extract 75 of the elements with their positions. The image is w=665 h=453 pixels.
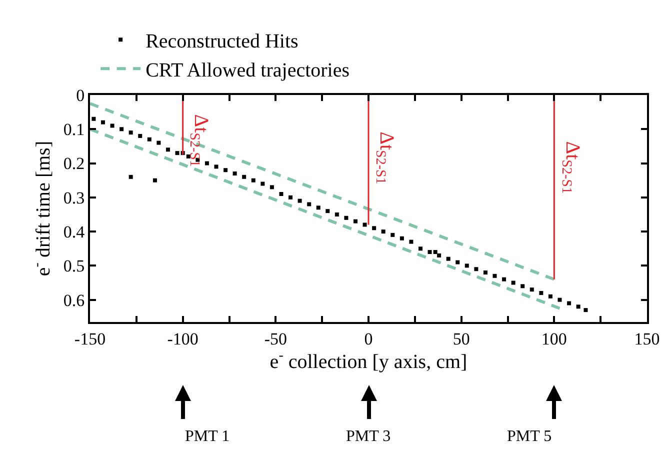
- text: PMT 5: [507, 428, 552, 445]
- point: [232, 172, 237, 176]
- point: [344, 216, 348, 220]
- point: [567, 301, 572, 306]
- point: [390, 232, 395, 237]
- x-tick-label: -150: [74, 329, 106, 348]
- point: [138, 134, 142, 138]
- point: [520, 284, 525, 288]
- y-tick-label: 0.2: [63, 154, 85, 174]
- point: [242, 174, 246, 179]
- y-tick-label: 0: [76, 86, 85, 105]
- point: [307, 202, 312, 206]
- y-tick-label: 0.5: [63, 256, 85, 276]
- y-tick-label: 0.4: [63, 222, 86, 242]
- point: [204, 161, 209, 166]
- point: [418, 246, 422, 251]
- point: [428, 250, 432, 254]
- point: [437, 253, 442, 258]
- point: [354, 219, 358, 224]
- x-axis-title: e$^{-}$ collection [y axis, cm]: [270, 348, 468, 373]
- point: [224, 168, 228, 172]
- point: [120, 127, 124, 132]
- point: [110, 124, 114, 128]
- point: [576, 304, 580, 309]
- point: [101, 120, 105, 124]
- point: [270, 185, 274, 190]
- point: [279, 192, 284, 196]
- point: [446, 256, 450, 261]
- point: [362, 222, 367, 227]
- legend-label: CRT Allowed trajectories: [146, 59, 350, 82]
- x-tick-label: 50: [452, 329, 470, 348]
- point: [288, 195, 293, 200]
- legend-label: Reconstructed Hits: [146, 30, 299, 52]
- point: [400, 236, 404, 240]
- text: PMT 1: [185, 428, 230, 445]
- point: [381, 230, 386, 234]
- point: [334, 212, 339, 216]
- point: [166, 148, 170, 152]
- point: [548, 294, 552, 298]
- text: PMT 3: [346, 428, 391, 445]
- x-tick-label: -100: [167, 329, 198, 348]
- point: [483, 270, 488, 274]
- point: [214, 164, 218, 169]
- point: [433, 250, 438, 254]
- point: [456, 260, 460, 264]
- point: [251, 178, 256, 182]
- x-tick-label: 100: [541, 329, 567, 348]
- point: [147, 137, 152, 142]
- point: [175, 151, 180, 156]
- y-tick-label: 0.6: [63, 290, 85, 310]
- point: [92, 116, 96, 121]
- y-tick-label: 0.3: [63, 188, 85, 208]
- point: [558, 298, 562, 302]
- x-tick-label: 150: [634, 329, 660, 348]
- point: [511, 280, 516, 285]
- point: [464, 264, 469, 268]
- point: [474, 267, 478, 272]
- point: [584, 308, 588, 312]
- point: [260, 182, 265, 186]
- point: [372, 226, 376, 230]
- point: [409, 240, 414, 244]
- point: [502, 277, 506, 282]
- point: [326, 209, 330, 214]
- y-tick-label: 0.1: [63, 120, 85, 140]
- point: [128, 174, 133, 179]
- point: [128, 130, 133, 135]
- point: [530, 288, 534, 292]
- point: [539, 290, 544, 295]
- point: [492, 274, 497, 278]
- point: [316, 206, 320, 210]
- x-tick-label: -50: [264, 329, 288, 348]
- point: [156, 140, 161, 145]
- point: [152, 178, 157, 182]
- point: [298, 198, 302, 203]
- x-tick-label: 0: [364, 329, 373, 348]
